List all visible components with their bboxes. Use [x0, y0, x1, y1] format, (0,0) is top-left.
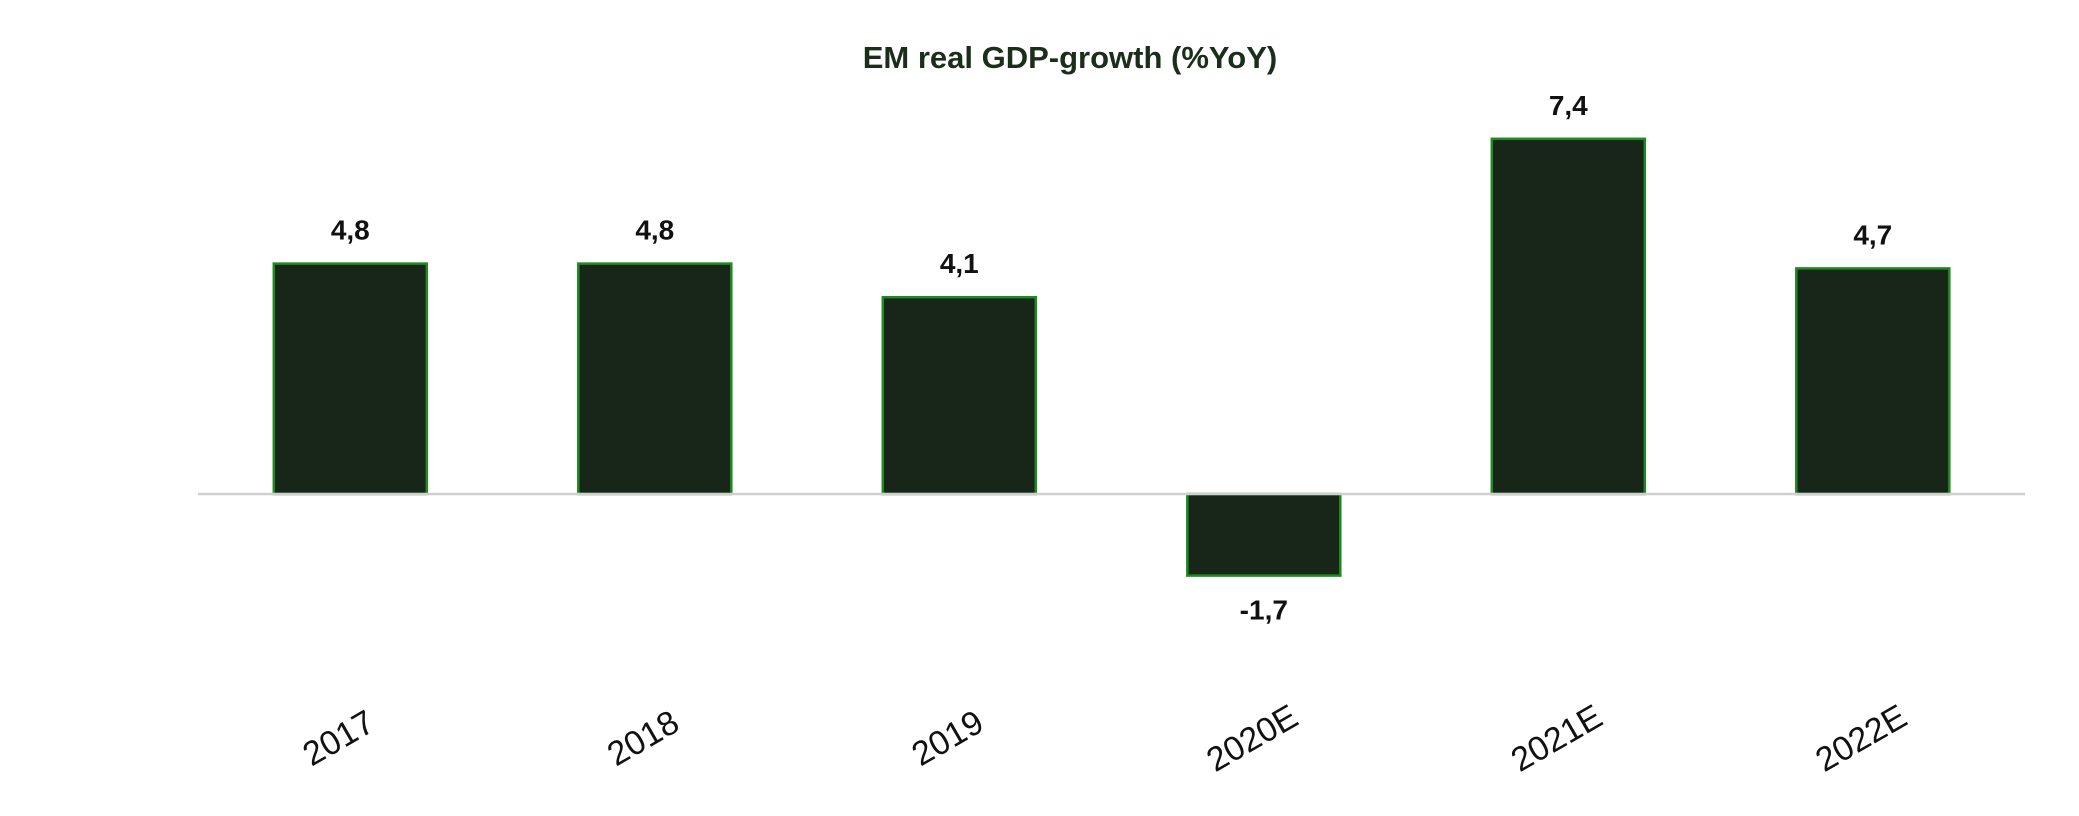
x-tick-label-2020E: 2020E	[1200, 697, 1304, 779]
value-label-2021E: 7,4	[1549, 90, 1588, 121]
value-label-2022E: 4,7	[1853, 219, 1892, 250]
value-labels-group: 4,8 4,8 4,1 -1,7 7,4 4,7	[331, 90, 1892, 626]
chart-title: EM real GDP-growth (%YoY)	[863, 40, 1278, 75]
bars-group	[272, 137, 1951, 577]
x-tick-label-2021E: 2021E	[1505, 697, 1609, 779]
value-label-2017: 4,8	[331, 215, 370, 246]
x-tick-label-2019: 2019	[906, 703, 991, 774]
x-tick-labels-group: 2017 2018 2019 2020E 2021E 2022E	[297, 697, 1914, 779]
bar-2020E	[1186, 492, 1342, 577]
x-tick-label-2017: 2017	[297, 703, 382, 774]
value-label-2018: 4,8	[635, 215, 674, 246]
bar-2018	[577, 262, 733, 496]
bar-2017	[272, 262, 429, 496]
x-tick-label-2022E: 2022E	[1809, 697, 1913, 779]
value-label-2020E: -1,7	[1240, 595, 1288, 626]
value-label-2019: 4,1	[940, 248, 979, 279]
bar-2021E	[1490, 137, 1647, 496]
bar-2019	[881, 295, 1038, 496]
x-tick-label-2018: 2018	[601, 703, 686, 774]
bar-2022E	[1795, 267, 1951, 496]
